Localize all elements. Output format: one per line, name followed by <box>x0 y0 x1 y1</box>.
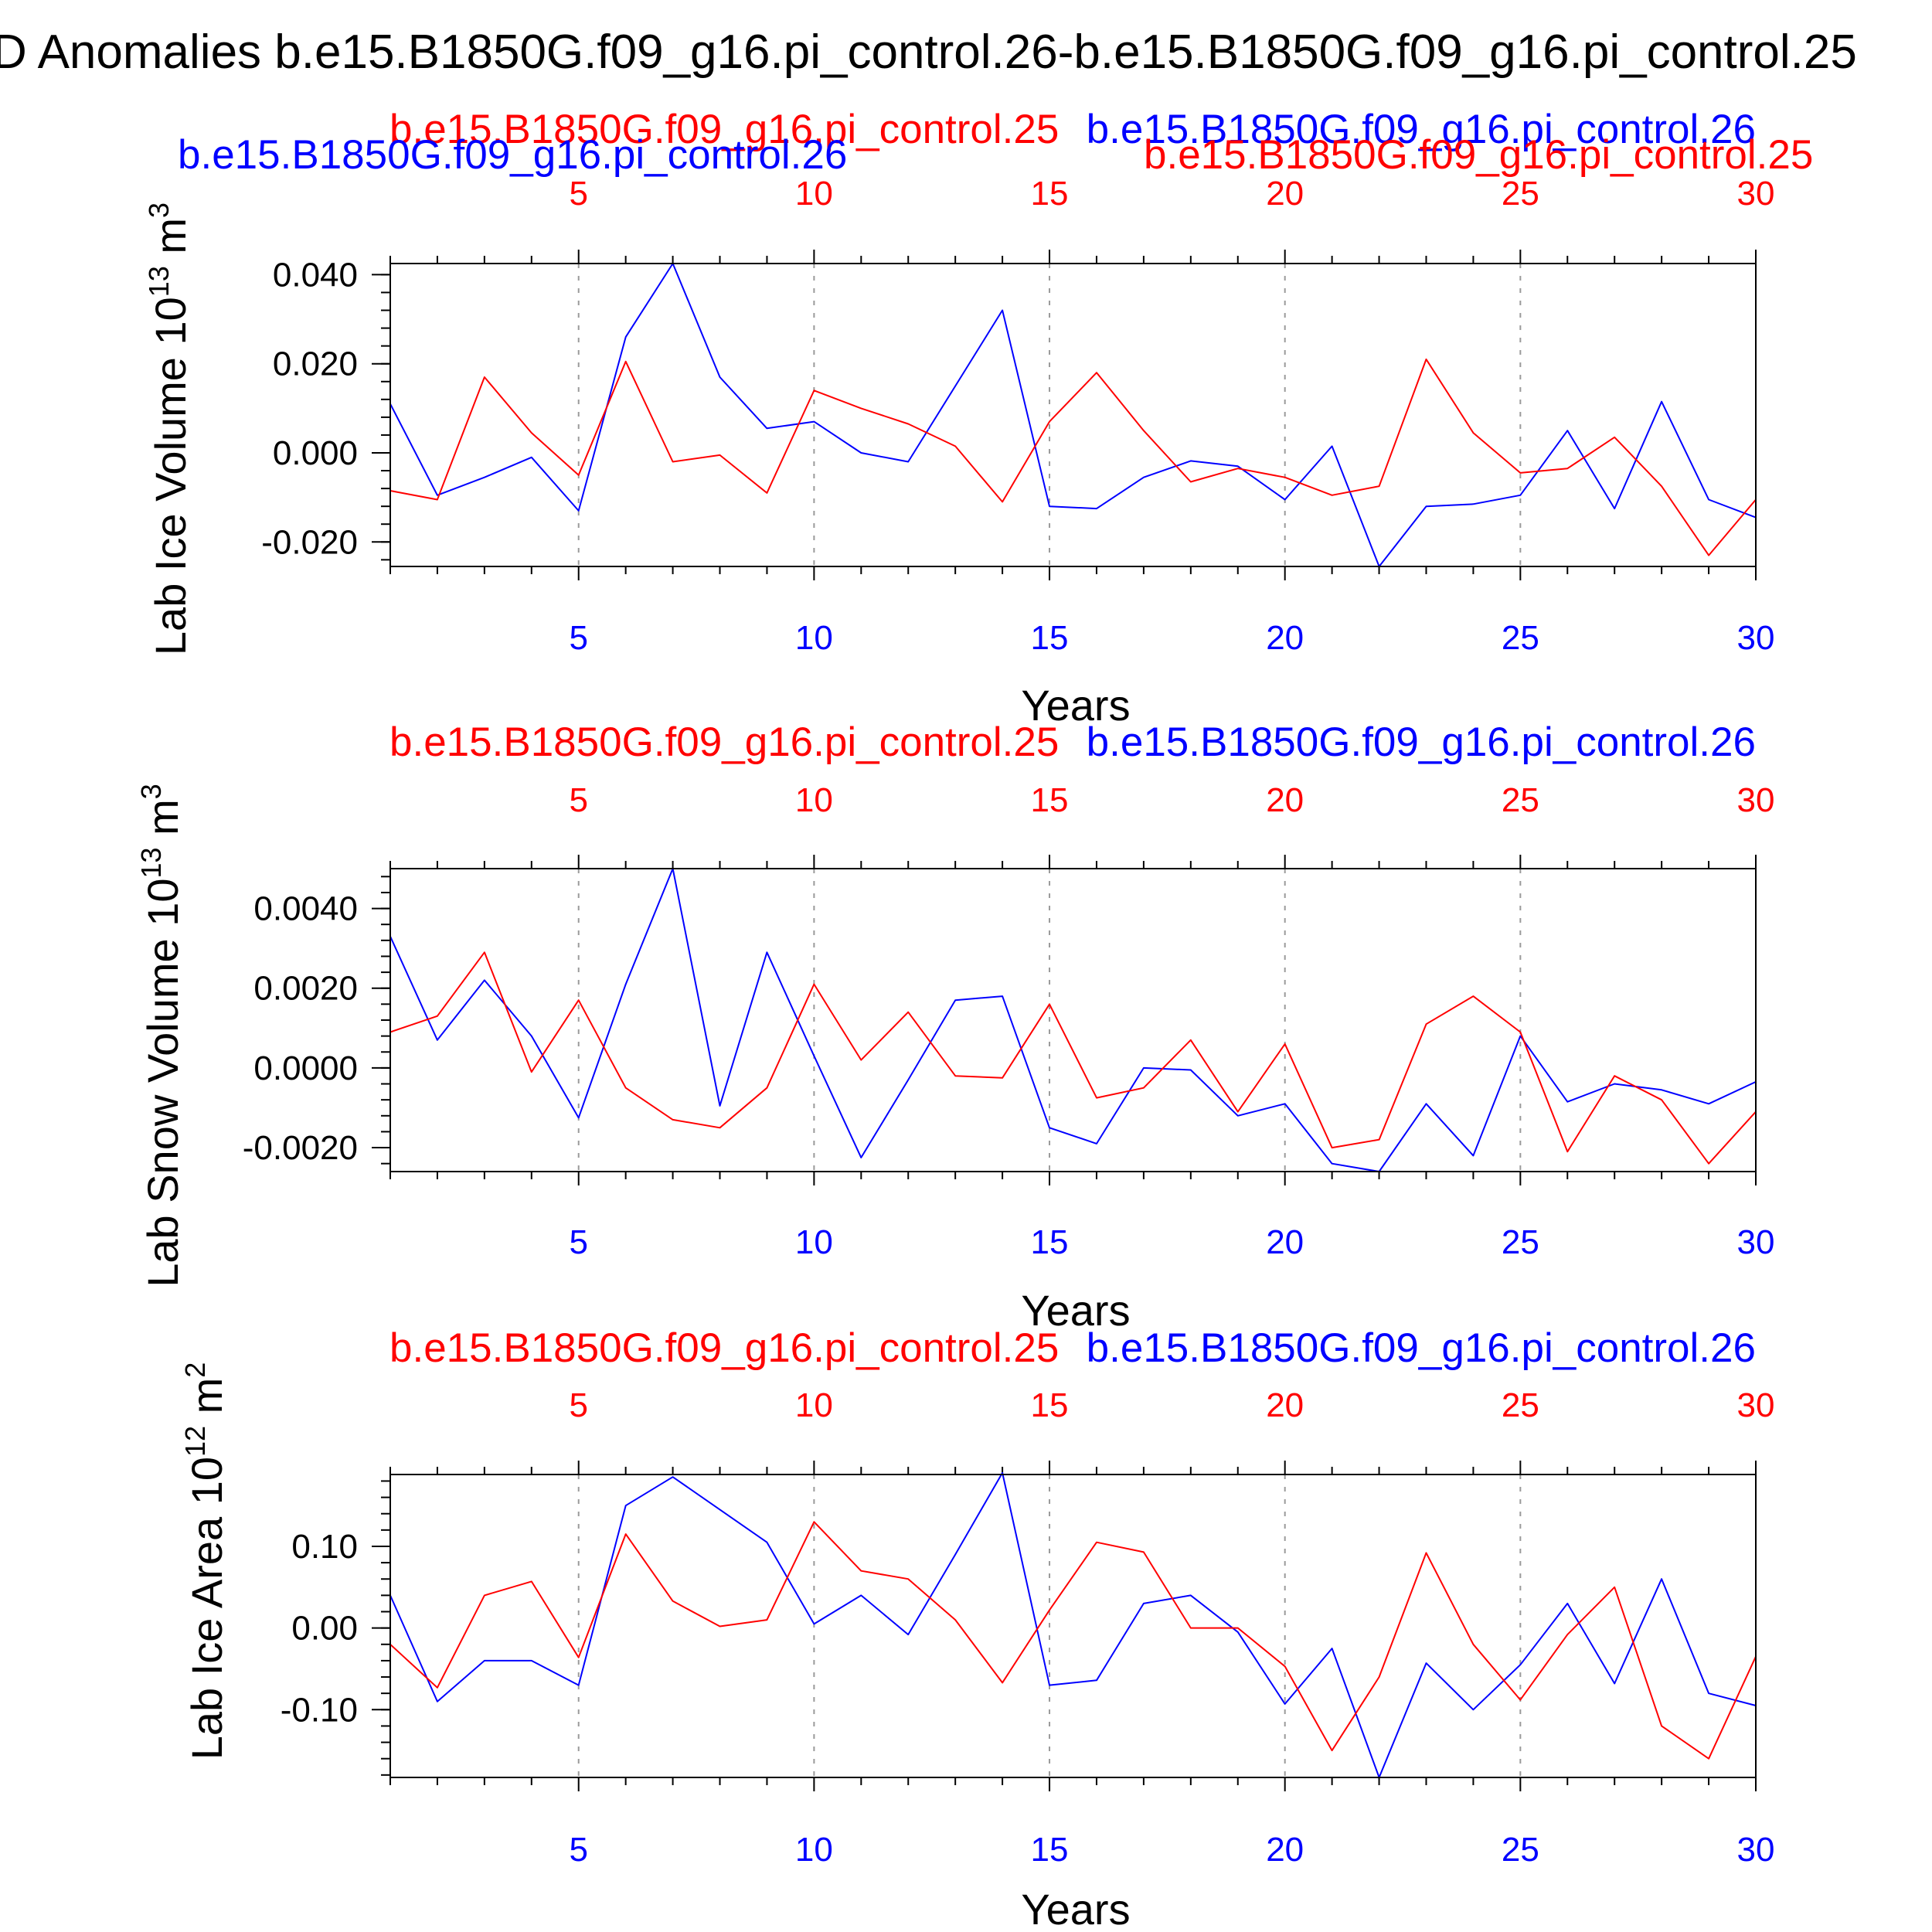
figure-title: D Anomalies b.e15.B1850G.f09_g16.pi_cont… <box>0 26 1857 79</box>
x-tick-label: 15 <box>1031 1223 1069 1261</box>
y-tick-label: -0.0020 <box>243 1129 358 1167</box>
series-line-blue <box>389 1471 1757 1778</box>
panel-title-blue: b.e15.B1850G.f09_g16.pi_control.26 <box>1087 1325 1756 1371</box>
x-axis-label: Years <box>1021 1885 1130 1932</box>
panel-snow-volume: b.e15.B1850G.f09_g16.pi_control.25 b.e15… <box>135 719 1774 1335</box>
top-x-axis: 5 10 15 20 25 30 <box>389 175 1775 264</box>
x-tick-label-top: 20 <box>1266 1386 1304 1424</box>
x-tick-label: 25 <box>1502 1223 1539 1261</box>
x-tick-label: 20 <box>1266 1223 1304 1261</box>
y-tick-label: -0.020 <box>261 523 358 561</box>
x-tick-label: 5 <box>569 619 587 657</box>
x-tick-label-top: 15 <box>1031 781 1069 819</box>
plot-area <box>389 263 1757 567</box>
panel-ice-area: b.e15.B1850G.f09_g16.pi_control.25 b.e15… <box>179 1325 1774 1932</box>
x-tick-label: 15 <box>1031 619 1069 657</box>
x-tick-label-top: 5 <box>569 1386 587 1424</box>
x-tick-label-top: 20 <box>1266 175 1304 213</box>
y-tick-label: 0.000 <box>273 434 358 472</box>
y-tick-label: 0.0000 <box>253 1049 358 1087</box>
x-axis-label: Years <box>1021 1286 1130 1335</box>
x-tick-label: 20 <box>1266 619 1304 657</box>
y-tick-label: 0.040 <box>273 256 358 294</box>
x-tick-label-top: 5 <box>569 781 587 819</box>
top-x-axis: 5 10 15 20 25 30 <box>389 781 1775 869</box>
x-tick-label: 25 <box>1502 619 1539 657</box>
y-axis-label: Lab Ice Area 1012 m2 <box>179 1362 231 1760</box>
x-tick-label-top: 10 <box>795 781 833 819</box>
x-tick-label: 30 <box>1737 1831 1775 1869</box>
x-tick-label-top: 5 <box>569 175 587 213</box>
y-tick-label: 0.0020 <box>253 970 358 1008</box>
x-tick-label-top: 15 <box>1031 175 1069 213</box>
y-axis: -0.10 0.00 0.10 <box>281 1480 390 1776</box>
x-axis-label: Years <box>1021 681 1130 730</box>
x-tick-label: 5 <box>569 1223 587 1261</box>
x-tick-label: 10 <box>795 619 833 657</box>
x-tick-label-top: 30 <box>1737 175 1775 213</box>
x-tick-label: 25 <box>1502 1831 1539 1869</box>
bottom-x-axis: 5 10 15 20 25 30 <box>389 566 1775 657</box>
x-tick-label: 10 <box>795 1831 833 1869</box>
x-tick-label-top: 20 <box>1266 781 1304 819</box>
plot-frame <box>389 263 1757 567</box>
x-tick-label: 5 <box>569 1831 587 1869</box>
bottom-x-axis: 5 10 15 20 25 30 <box>389 1172 1775 1261</box>
y-tick-label: 0.020 <box>273 345 358 383</box>
x-tick-label-top: 10 <box>795 175 833 213</box>
y-axis-label: Lab Ice Volume 1013 m3 <box>143 202 195 655</box>
series-line-red <box>389 951 1757 1165</box>
y-tick-label: 0.10 <box>291 1528 358 1566</box>
series-line-red <box>389 358 1757 556</box>
x-tick-label: 30 <box>1737 619 1775 657</box>
series-line-blue <box>389 263 1757 567</box>
y-axis: -0.020 0.000 0.020 0.040 <box>261 256 390 561</box>
y-tick-label: 0.00 <box>291 1610 358 1648</box>
x-tick-label-top: 25 <box>1502 781 1539 819</box>
x-tick-label-top: 30 <box>1737 1386 1775 1424</box>
plot-area <box>389 868 1757 1172</box>
y-axis-label: Lab Snow Volume 1013 m3 <box>135 784 187 1287</box>
panel-title-blue: b.e15.B1850G.f09_g16.pi_control.26 <box>178 132 847 178</box>
panel-ice-volume: b.e15.B1850G.f09_g16.pi_control.25 b.e15… <box>143 107 1813 730</box>
top-x-axis: 5 10 15 20 25 30 <box>389 1386 1775 1475</box>
panel-top-title-blue: b.e15.B1850G.f09_g16.pi_control.26 <box>1087 107 1756 152</box>
series-line-red <box>389 1521 1757 1760</box>
y-axis: -0.0020 0.0000 0.0020 0.0040 <box>243 876 390 1167</box>
x-tick-label: 10 <box>795 1223 833 1261</box>
panel-title-red: b.e15.B1850G.f09_g16.pi_control.25 <box>389 719 1059 765</box>
x-tick-label: 30 <box>1737 1223 1775 1261</box>
x-tick-label: 15 <box>1031 1831 1069 1869</box>
panel-title-red: b.e15.B1850G.f09_g16.pi_control.25 <box>1144 132 1813 178</box>
plot-area <box>389 1471 1757 1778</box>
plot-frame <box>389 1474 1757 1778</box>
y-tick-label: 0.0040 <box>253 890 358 928</box>
x-tick-label-top: 10 <box>795 1386 833 1424</box>
x-tick-label-top: 15 <box>1031 1386 1069 1424</box>
x-tick-label-top: 30 <box>1737 781 1775 819</box>
y-tick-label: -0.10 <box>281 1691 358 1729</box>
panel-top-title-red: b.e15.B1850G.f09_g16.pi_control.25 <box>389 107 1059 152</box>
series-line-blue <box>389 868 1757 1172</box>
panel-title-blue: b.e15.B1850G.f09_g16.pi_control.26 <box>1087 719 1756 765</box>
plot-frame <box>389 868 1757 1172</box>
panel-title-red: b.e15.B1850G.f09_g16.pi_control.25 <box>389 1325 1059 1371</box>
bottom-x-axis: 5 10 15 20 25 30 <box>389 1777 1775 1869</box>
x-tick-label: 20 <box>1266 1831 1304 1869</box>
x-tick-label-top: 25 <box>1502 175 1539 213</box>
x-tick-label-top: 25 <box>1502 1386 1539 1424</box>
